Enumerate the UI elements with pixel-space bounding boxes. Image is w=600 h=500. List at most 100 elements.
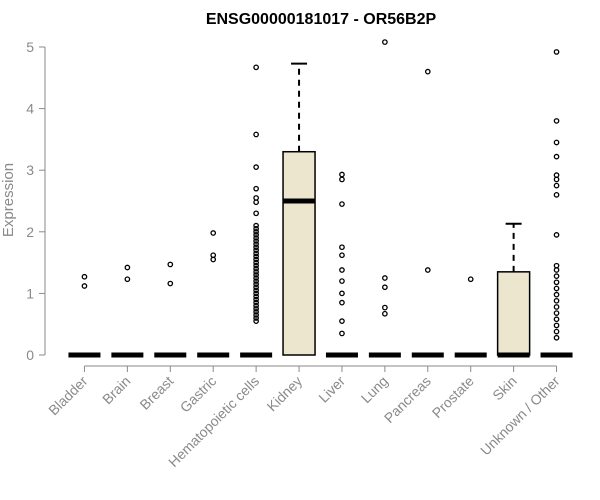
outlier-point	[167, 280, 174, 287]
outlier-point	[253, 238, 259, 244]
outlier-point	[253, 287, 259, 294]
outlier-point	[253, 250, 259, 257]
outlier-point	[339, 176, 345, 183]
y-tick-label: 4	[26, 101, 34, 117]
outlier-point	[124, 276, 131, 283]
outlier-point	[382, 310, 388, 317]
outlier-point	[424, 267, 431, 273]
outlier-point	[253, 64, 259, 71]
outlier-point	[553, 297, 560, 304]
outlier-point	[253, 278, 259, 284]
outlier-point	[253, 268, 259, 275]
outlier-point	[210, 230, 217, 236]
outlier-point	[253, 290, 259, 297]
x-tick-label: Unknown / Other	[477, 373, 563, 459]
x-tick-label: Bladder	[45, 373, 91, 419]
outlier-point	[81, 273, 88, 280]
box-skin	[496, 222, 531, 358]
outlier-point	[253, 296, 259, 303]
box-iqr	[496, 271, 531, 356]
outlier-point	[339, 201, 345, 207]
outlier-point	[253, 302, 259, 309]
outlier-point	[553, 291, 560, 298]
outlier-point	[382, 39, 388, 45]
outlier-point	[553, 285, 560, 292]
outlier-point	[553, 139, 560, 146]
outlier-point	[124, 264, 131, 271]
box-gastric	[197, 230, 230, 358]
box-liver	[325, 171, 358, 358]
outlier-point	[253, 259, 259, 266]
outlier-point	[253, 262, 259, 269]
x-tick-label: Gastric	[177, 373, 220, 416]
y-tick-label: 0	[26, 347, 34, 363]
outlier-point	[81, 283, 88, 289]
y-tick-label: 5	[26, 39, 34, 55]
outlier-point	[553, 262, 560, 269]
outlier-point	[167, 261, 174, 268]
outlier-point	[339, 299, 345, 306]
chart-title: ENSG00000181017 - OR56B2P	[206, 11, 437, 28]
outlier-point	[467, 276, 474, 283]
outlier-point	[253, 164, 259, 170]
x-tick-label: Liver	[315, 373, 348, 406]
y-tick-label: 3	[26, 162, 34, 178]
outlier-point	[253, 235, 259, 241]
outlier-point	[253, 281, 259, 288]
outlier-point	[382, 284, 388, 291]
x-tick-label: Kidney	[264, 373, 306, 415]
x-tick-label: Breast	[136, 373, 176, 413]
outlier-point	[553, 310, 560, 316]
outlier-point	[253, 318, 259, 324]
outlier-point	[382, 304, 388, 311]
outlier-point	[253, 309, 259, 315]
outlier-point	[553, 322, 560, 329]
x-tick-label: Prostate	[429, 373, 477, 421]
outlier-point	[339, 171, 345, 178]
y-axis: 0 1 2 3 4 5	[26, 39, 46, 363]
box-series	[68, 39, 573, 358]
outlier-point	[253, 210, 259, 217]
outlier-point	[253, 265, 259, 272]
box-prostate	[454, 276, 487, 358]
outlier-point	[553, 334, 560, 341]
outlier-point	[253, 195, 259, 201]
outlier-point	[253, 131, 259, 138]
outlier-point	[553, 153, 560, 160]
box-breast	[154, 261, 187, 358]
outlier-point	[382, 275, 388, 281]
outlier-point	[253, 256, 259, 263]
y-tick-label: 1	[26, 285, 34, 301]
box-lung	[368, 39, 401, 358]
outlier-point	[253, 185, 259, 192]
outlier-point	[253, 299, 259, 306]
outlier-point	[253, 222, 259, 229]
outlier-point	[210, 252, 217, 259]
outlier-point	[253, 312, 259, 318]
outlier-point	[553, 118, 560, 124]
outlier-point	[553, 182, 560, 189]
outlier-point	[253, 305, 259, 312]
outlier-point	[339, 278, 345, 284]
outlier-point	[253, 247, 259, 254]
outlier-point	[253, 284, 259, 291]
outlier-point	[553, 304, 560, 310]
outlier-point	[339, 330, 345, 337]
outlier-point	[253, 228, 259, 235]
outlier-point	[253, 253, 259, 260]
outlier-point	[553, 273, 560, 280]
outlier-point	[553, 279, 560, 286]
outlier-point	[553, 232, 560, 238]
outlier-point	[339, 267, 345, 273]
outlier-point	[253, 315, 259, 321]
outlier-point	[339, 252, 345, 259]
box-kidney	[282, 62, 316, 356]
box-unknown-other	[540, 49, 573, 358]
outlier-point	[253, 225, 259, 232]
outlier-point	[253, 272, 259, 278]
box-pancreas	[411, 68, 444, 358]
outlier-point	[553, 191, 560, 198]
